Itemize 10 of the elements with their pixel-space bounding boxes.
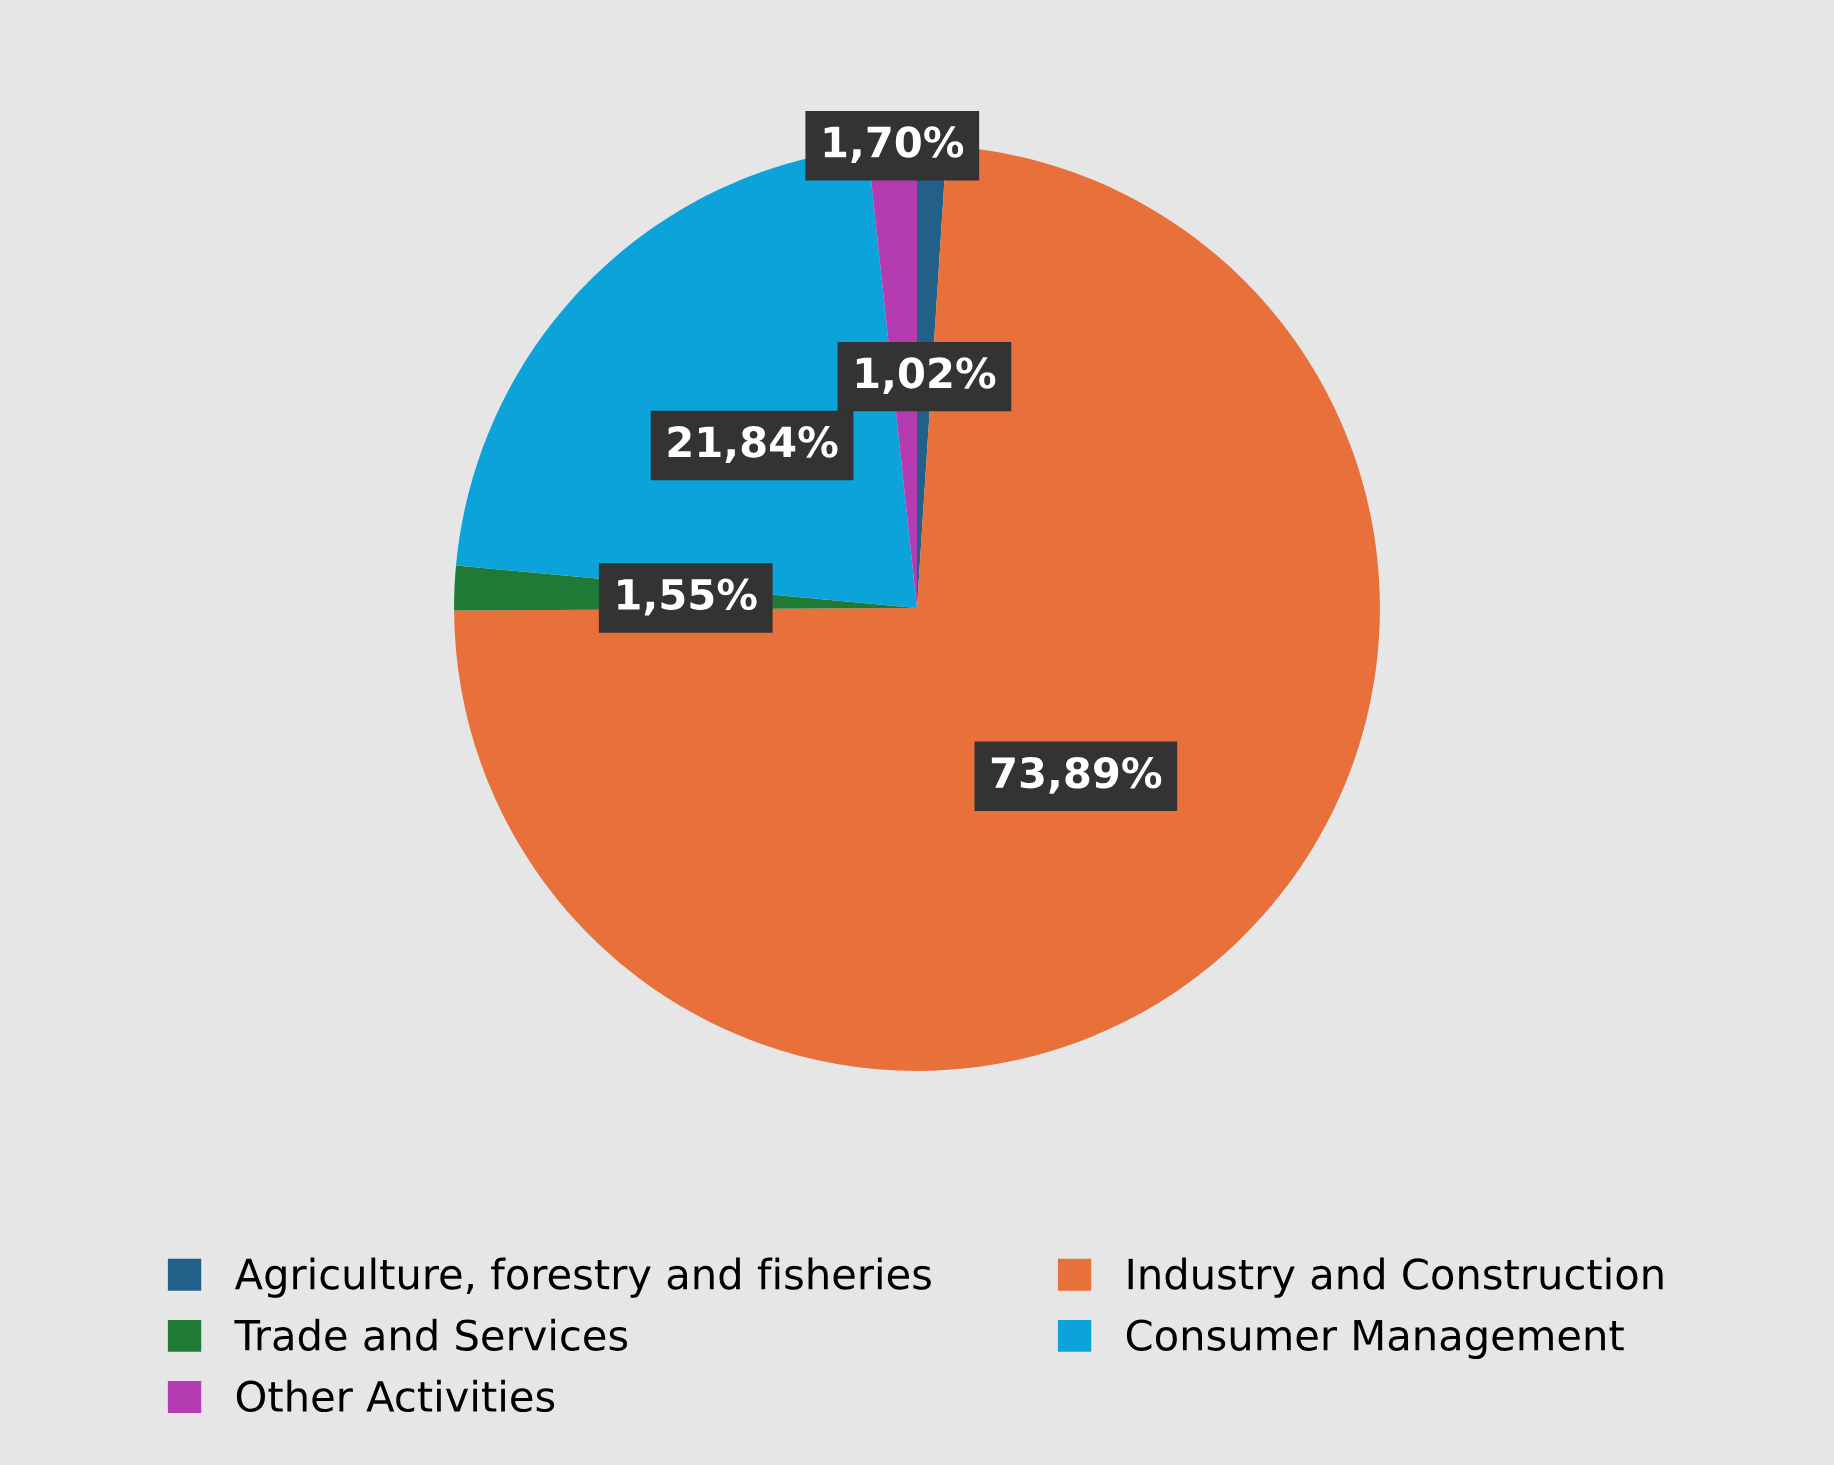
data-label: 73,89% [991,756,1162,794]
legend-label: Trade and Services [234,1318,628,1351]
legend-label: Other Activities [236,1379,555,1413]
data-label: 1,02% [856,357,996,395]
legend-label: Industry and Construction [1128,1257,1663,1298]
data-label: 21,84% [668,426,838,463]
data-label: 1,70% [824,126,964,164]
legend-label: Agriculture, forestry and fisheries [234,1257,931,1298]
legend-label: Consumer Management [1126,1319,1624,1360]
data-label: 1,55% [618,578,757,616]
